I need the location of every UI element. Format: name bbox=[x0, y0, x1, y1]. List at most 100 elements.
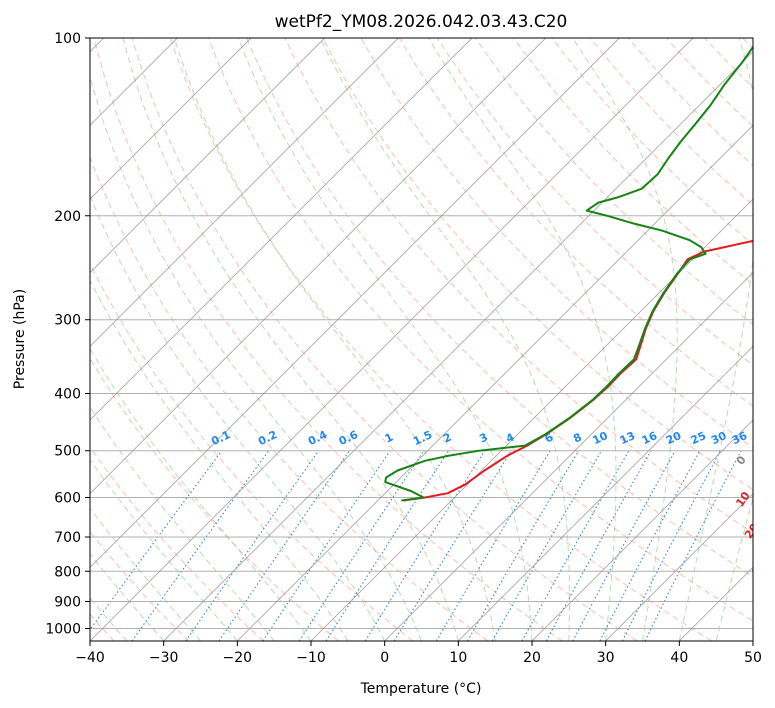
isotherm-gridlines bbox=[90, 38, 753, 641]
mixing-ratio-label: 36 bbox=[730, 429, 750, 447]
mixing-ratio-line bbox=[545, 450, 652, 641]
dry-adiabat-line bbox=[246, 38, 753, 578]
mixing-ratio-label: 16 bbox=[640, 429, 660, 447]
x-axis-label: Temperature (°C) bbox=[360, 681, 482, 697]
y-tick-label: 600 bbox=[54, 490, 81, 506]
moist-adiabat-line bbox=[237, 38, 533, 641]
isotherm-gridline bbox=[384, 272, 753, 641]
dry-adiabat-line bbox=[436, 38, 753, 366]
x-tick-label: 20 bbox=[523, 650, 541, 666]
moist-adiabat-line bbox=[90, 597, 128, 641]
x-tick-label: −40 bbox=[75, 650, 105, 666]
y-tick-label: 1000 bbox=[45, 621, 81, 637]
mixing-ratio-line bbox=[90, 450, 223, 631]
isotherm-gridline bbox=[237, 124, 753, 641]
dry-adiabat-line bbox=[90, 446, 264, 641]
moist-adiabat-line bbox=[173, 38, 496, 641]
dry-adiabat-line bbox=[169, 38, 712, 641]
isotherm-gridline bbox=[531, 419, 753, 641]
mixing-ratio-line bbox=[364, 450, 486, 641]
moist-adiabat-label: 30 bbox=[750, 557, 770, 577]
isotherm-gridline bbox=[163, 51, 753, 641]
mixing-ratio-line bbox=[621, 450, 721, 641]
x-tick-label: 10 bbox=[449, 650, 467, 666]
moist-adiabat-line bbox=[90, 406, 275, 641]
isotherm-gridline bbox=[90, 38, 620, 568]
mixing-ratio-line bbox=[298, 450, 425, 641]
moist-adiabats bbox=[90, 38, 753, 641]
isotherm-gridline bbox=[90, 38, 546, 495]
moist-adiabat-line bbox=[715, 495, 753, 641]
dry-adiabat-line bbox=[93, 38, 563, 641]
dry-adiabat-line bbox=[207, 38, 753, 622]
x-tick-label: −20 bbox=[223, 650, 253, 666]
mixing-ratio-label: 20 bbox=[664, 429, 684, 447]
mixing-ratio-line bbox=[644, 450, 742, 641]
moist-adiabat-line bbox=[678, 38, 753, 641]
mixing-ratio-line bbox=[185, 450, 320, 641]
x-tick-label: 40 bbox=[670, 650, 688, 666]
dry-adiabat-line bbox=[360, 38, 753, 449]
moist-adiabat-line bbox=[90, 74, 422, 641]
y-tick-label: 200 bbox=[54, 209, 81, 225]
isotherm-gridline bbox=[310, 198, 753, 641]
y-tick-label: 400 bbox=[54, 387, 81, 403]
dewpoint-line bbox=[384, 45, 753, 502]
x-tick-label: −10 bbox=[296, 650, 326, 666]
isotherm-gridline bbox=[90, 38, 252, 200]
moist-adiabat-line bbox=[90, 279, 349, 641]
mixing-ratio-line bbox=[325, 450, 450, 641]
y-tick-label: 100 bbox=[54, 31, 81, 47]
chart-title: wetPf2_YM08.2026.042.03.43.C20 bbox=[275, 12, 568, 32]
isotherm-gridline bbox=[90, 38, 473, 421]
mixing-ratio-line bbox=[521, 450, 630, 641]
y-axis-ticks: 100 200 300 400 500 600 700 800 900 1000 bbox=[45, 31, 90, 637]
isotherm-gridline bbox=[90, 38, 399, 347]
moist-adiabat-line bbox=[572, 38, 678, 641]
moist-adiabat-label: 20 bbox=[742, 521, 762, 541]
isotherm-gridline bbox=[90, 38, 325, 274]
dry-adiabats bbox=[90, 38, 753, 641]
mixing-ratio-label: 25 bbox=[689, 429, 708, 447]
moist-adiabat-line bbox=[90, 194, 386, 641]
moist-adiabat-line bbox=[428, 38, 617, 641]
mixing-ratio-label: 13 bbox=[618, 429, 637, 447]
mixing-ratio-label: 30 bbox=[709, 429, 729, 447]
y-tick-label: 700 bbox=[54, 530, 81, 546]
isotherm-gridline bbox=[90, 38, 694, 641]
sounding-series bbox=[384, 45, 753, 502]
mixing-ratio-line bbox=[218, 450, 350, 641]
dry-adiabat-line bbox=[90, 262, 414, 641]
y-tick-label: 900 bbox=[54, 594, 81, 610]
dry-adiabat-line bbox=[284, 38, 753, 534]
x-axis-ticks: −40 −30 −20 −10 0 10 20 30 40 50 bbox=[75, 641, 762, 666]
dry-adiabat-line bbox=[131, 38, 638, 641]
x-tick-label: 0 bbox=[380, 650, 389, 666]
moist-adiabat-line bbox=[90, 553, 165, 641]
x-tick-label: 30 bbox=[597, 650, 615, 666]
mixing-ratio-line bbox=[262, 450, 391, 641]
y-axis-label: Pressure (hPa) bbox=[12, 289, 28, 389]
plot-area: -100-90-80-70-60-50-40-30-20-10010203040… bbox=[90, 38, 770, 641]
dry-adiabat-line bbox=[398, 38, 753, 407]
moist-adiabat-line bbox=[90, 458, 238, 641]
y-tick-label: 300 bbox=[54, 313, 81, 329]
x-tick-label: −30 bbox=[149, 650, 179, 666]
isobar-gridlines bbox=[90, 38, 753, 629]
y-tick-label: 500 bbox=[54, 444, 81, 460]
mixing-ratio-line bbox=[393, 450, 512, 641]
dry-adiabat-line bbox=[90, 155, 488, 641]
moist-adiabat-line bbox=[122, 38, 459, 641]
x-tick-label: 50 bbox=[744, 650, 762, 666]
mixing-ratio-label: 10 bbox=[591, 429, 611, 447]
isotherm-gridline bbox=[605, 493, 753, 641]
y-tick-label: 800 bbox=[54, 564, 81, 580]
moist-adiabat-line bbox=[90, 507, 201, 641]
dry-adiabat-line bbox=[90, 357, 339, 641]
plot-frame bbox=[89, 37, 754, 642]
moist-adiabat-line bbox=[320, 38, 570, 641]
isotherm-gridline bbox=[458, 345, 753, 641]
dry-adiabat-line bbox=[322, 38, 753, 491]
